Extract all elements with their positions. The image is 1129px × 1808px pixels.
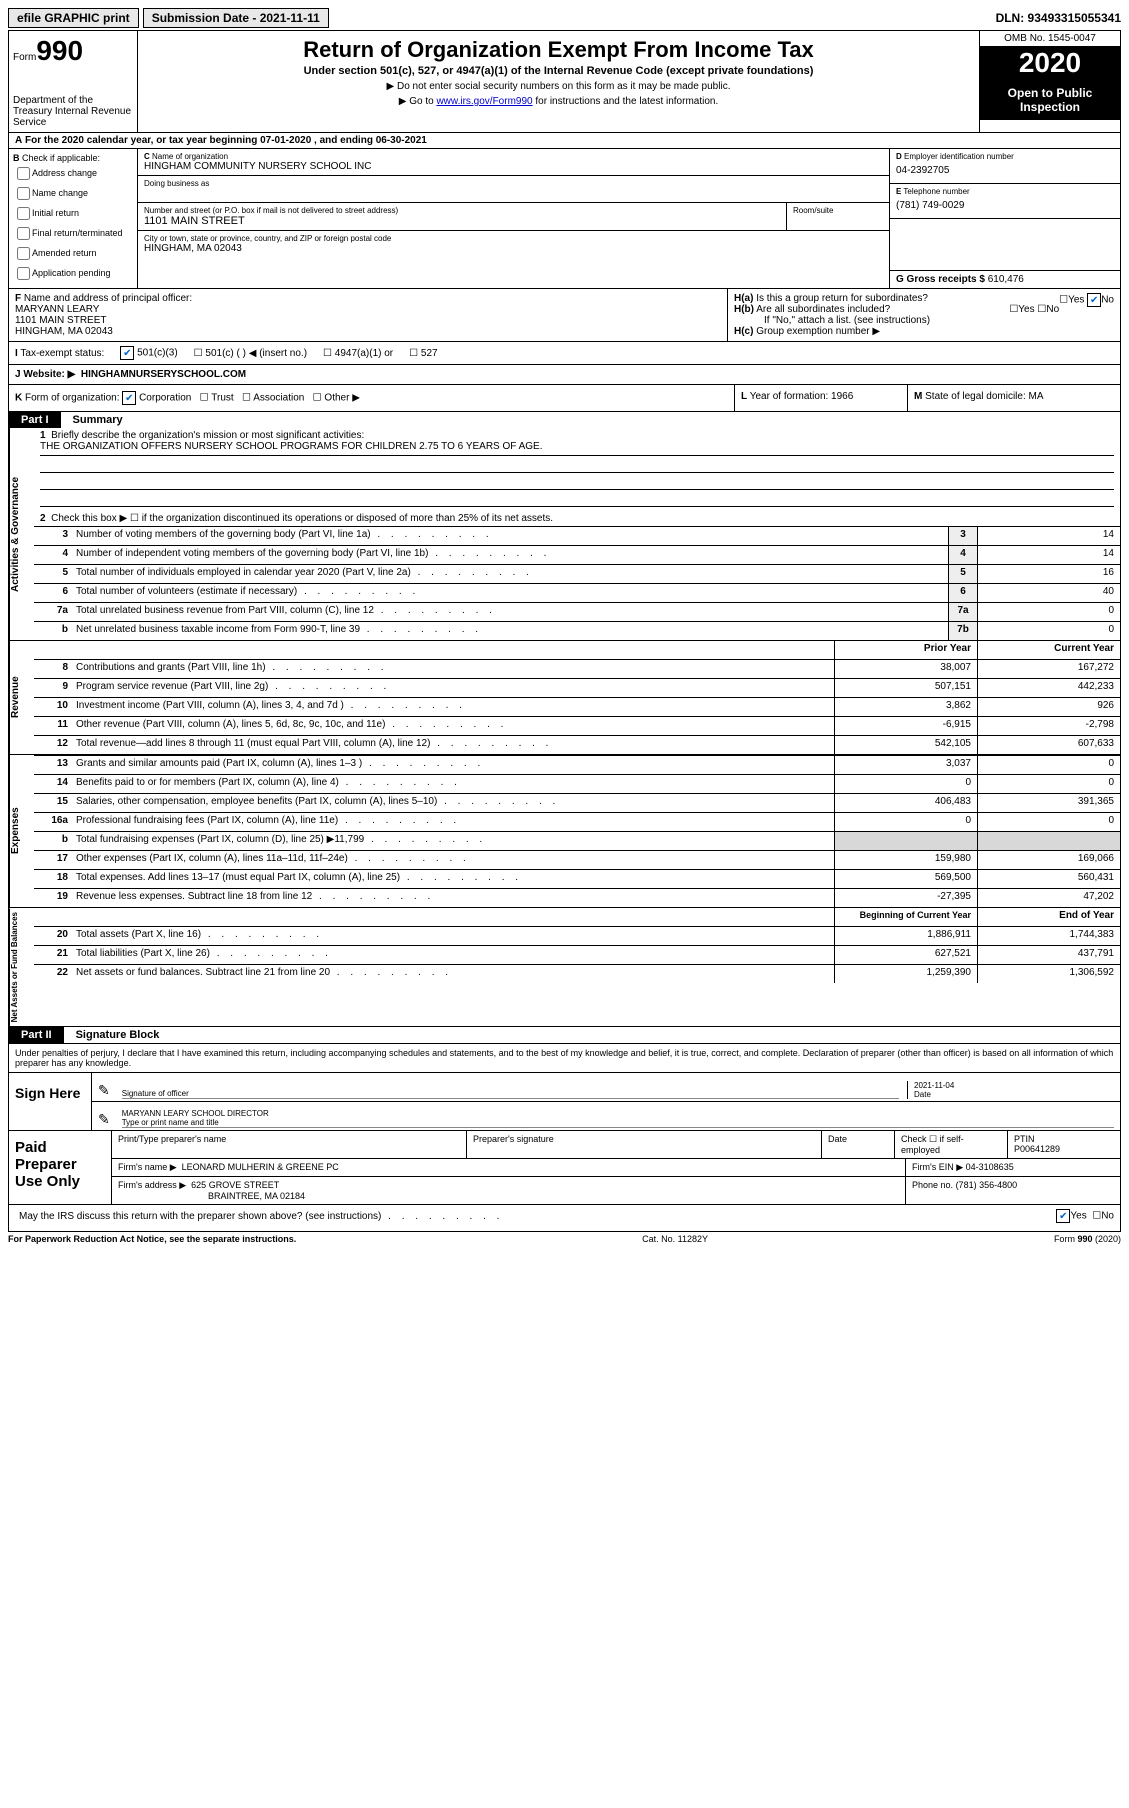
revenue-row: 10Investment income (Part VIII, column (… [34, 697, 1120, 716]
row-k-form-org: K Form of organization: ✔ Corporation ☐ … [9, 385, 734, 411]
signature-date: 2021-11-04 Date [907, 1081, 1114, 1099]
side-net-assets: Net Assets or Fund Balances [9, 908, 34, 1026]
revenue-row: 12Total revenue—add lines 8 through 11 (… [34, 735, 1120, 754]
chk-initial-return[interactable] [17, 207, 30, 220]
open-to-public: Open to Public Inspection [980, 80, 1120, 120]
dln-label: DLN: 93493315055341 [996, 11, 1121, 25]
box-b-checkboxes: B Check if applicable: Address change Na… [9, 149, 138, 288]
street-address: 1101 MAIN STREET [144, 215, 780, 227]
preparer-name-hdr: Print/Type preparer's name [112, 1131, 467, 1158]
signature-officer-field[interactable]: Signature of officer [122, 1080, 899, 1099]
side-revenue: Revenue [9, 641, 34, 754]
irs-link[interactable]: www.irs.gov/Form990 [436, 96, 532, 107]
revenue-row: 9Program service revenue (Part VIII, lin… [34, 678, 1120, 697]
revenue-row: 11Other revenue (Part VIII, column (A), … [34, 716, 1120, 735]
governance-row: 3Number of voting members of the governi… [34, 526, 1120, 545]
penalties-statement: Under penalties of perjury, I declare th… [9, 1044, 1120, 1072]
row-l-year: L Year of formation: 1966 [734, 385, 907, 411]
tax-year: 2020 [980, 47, 1120, 80]
form-title: Return of Organization Exempt From Incom… [146, 37, 971, 63]
top-bar: efile GRAPHIC print Submission Date - 20… [8, 8, 1121, 28]
sign-here-label: Sign Here [9, 1073, 92, 1130]
part1-header: Part I Summary [9, 412, 1120, 428]
chk-501c3[interactable]: ✔ [120, 346, 134, 360]
form-outer: Form990 Department of the Treasury Inter… [8, 30, 1121, 1044]
pen-icon [98, 1082, 114, 1099]
expense-row: 13Grants and similar amounts paid (Part … [34, 755, 1120, 774]
row-j-website: J Website: ▶ HINGHAMNURSERYSCHOOL.COM [9, 365, 1120, 385]
form-header: Form990 Department of the Treasury Inter… [9, 31, 1120, 133]
room-suite-label: Room/suite [787, 203, 889, 230]
side-governance: Activities & Governance [9, 428, 34, 640]
org-name: HINGHAM COMMUNITY NURSERY SCHOOL INC [144, 161, 883, 172]
officer-name-field[interactable]: MARYANN LEARY SCHOOL DIRECTOR Type or pr… [122, 1109, 1114, 1128]
form-number: Form990 [13, 35, 133, 67]
self-employed-chk[interactable]: Check ☐ if self-employed [895, 1131, 1008, 1158]
col-end-year: End of Year [977, 908, 1120, 926]
firm-address: Firm's address ▶ 625 GROVE STREET BRAINT… [112, 1177, 906, 1204]
chk-name-change[interactable] [17, 187, 30, 200]
expense-row: bTotal fundraising expenses (Part IX, co… [34, 831, 1120, 850]
gross-receipts: G Gross receipts $ 610,476 [890, 271, 1120, 288]
governance-row: 5Total number of individuals employed in… [34, 564, 1120, 583]
chk-corporation[interactable]: ✔ [122, 391, 136, 405]
netasset-row: 20Total assets (Part X, line 16)1,886,91… [34, 926, 1120, 945]
discuss-with-preparer: May the IRS discuss this return with the… [9, 1204, 1120, 1231]
preparer-date-hdr: Date [822, 1131, 895, 1158]
city-state-zip: HINGHAM, MA 02043 [144, 243, 883, 254]
box-f-officer: F Name and address of principal officer:… [9, 289, 728, 341]
mission-text: THE ORGANIZATION OFFERS NURSERY SCHOOL P… [40, 441, 1114, 456]
part2-header: Part II Signature Block [9, 1026, 1120, 1043]
row-m-state: M State of legal domicile: MA [907, 385, 1120, 411]
chk-address-change[interactable] [17, 167, 30, 180]
governance-row: 6Total number of volunteers (estimate if… [34, 583, 1120, 602]
col-begin-year: Beginning of Current Year [834, 908, 977, 926]
paid-preparer-label: Paid Preparer Use Only [9, 1131, 112, 1204]
submission-date-button[interactable]: Submission Date - 2021-11-11 [143, 8, 329, 28]
netasset-row: 22Net assets or fund balances. Subtract … [34, 964, 1120, 983]
expense-row: 14Benefits paid to or for members (Part … [34, 774, 1120, 793]
firm-ein: Firm's EIN ▶ 04-3108635 [906, 1159, 1120, 1176]
dept-label: Department of the Treasury Internal Reve… [13, 95, 133, 128]
header-note-2: Go to www.irs.gov/Form990 for instructio… [146, 96, 971, 107]
header-note-1: Do not enter social security numbers on … [146, 81, 971, 92]
pen-icon [98, 1111, 114, 1128]
box-h: H(a) Is this a group return for subordin… [728, 289, 1120, 341]
governance-row: bNet unrelated business taxable income f… [34, 621, 1120, 640]
expense-row: 19Revenue less expenses. Subtract line 1… [34, 888, 1120, 907]
side-expenses: Expenses [9, 755, 34, 907]
chk-final-return[interactable] [17, 227, 30, 240]
expense-row: 15Salaries, other compensation, employee… [34, 793, 1120, 812]
efile-button[interactable]: efile GRAPHIC print [8, 8, 139, 28]
omb-number: OMB No. 1545-0047 [980, 31, 1120, 47]
expense-row: 16aProfessional fundraising fees (Part I… [34, 812, 1120, 831]
chk-amended-return[interactable] [17, 247, 30, 260]
expense-row: 17Other expenses (Part IX, column (A), l… [34, 850, 1120, 869]
line-2: Check this box ▶ ☐ if the organization d… [51, 513, 553, 524]
ptin-cell: PTINP00641289 [1008, 1131, 1120, 1158]
firm-phone: Phone no. (781) 356-4800 [906, 1177, 1120, 1204]
tax-exempt-status: I Tax-exempt status: ✔ 501(c)(3) ☐ 501(c… [9, 342, 1120, 365]
telephone: (781) 749-0029 [896, 196, 1114, 215]
expense-row: 18Total expenses. Add lines 13–17 (must … [34, 869, 1120, 888]
chk-application-pending[interactable] [17, 267, 30, 280]
governance-row: 7aTotal unrelated business revenue from … [34, 602, 1120, 621]
row-a-tax-year: A For the 2020 calendar year, or tax yea… [9, 133, 1120, 149]
ein: 04-2392705 [896, 161, 1114, 180]
page-footer: For Paperwork Reduction Act Notice, see … [8, 1232, 1121, 1246]
form-subtitle: Under section 501(c), 527, or 4947(a)(1)… [146, 65, 971, 77]
col-prior-year: Prior Year [834, 641, 977, 659]
preparer-sig-hdr: Preparer's signature [467, 1131, 822, 1158]
governance-row: 4Number of independent voting members of… [34, 545, 1120, 564]
netasset-row: 21Total liabilities (Part X, line 26)627… [34, 945, 1120, 964]
firm-name: Firm's name ▶ LEONARD MULHERIN & GREENE … [112, 1159, 906, 1176]
revenue-row: 8Contributions and grants (Part VIII, li… [34, 659, 1120, 678]
col-current-year: Current Year [977, 641, 1120, 659]
